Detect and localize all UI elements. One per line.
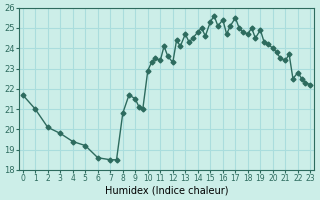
X-axis label: Humidex (Indice chaleur): Humidex (Indice chaleur) [105,186,228,196]
